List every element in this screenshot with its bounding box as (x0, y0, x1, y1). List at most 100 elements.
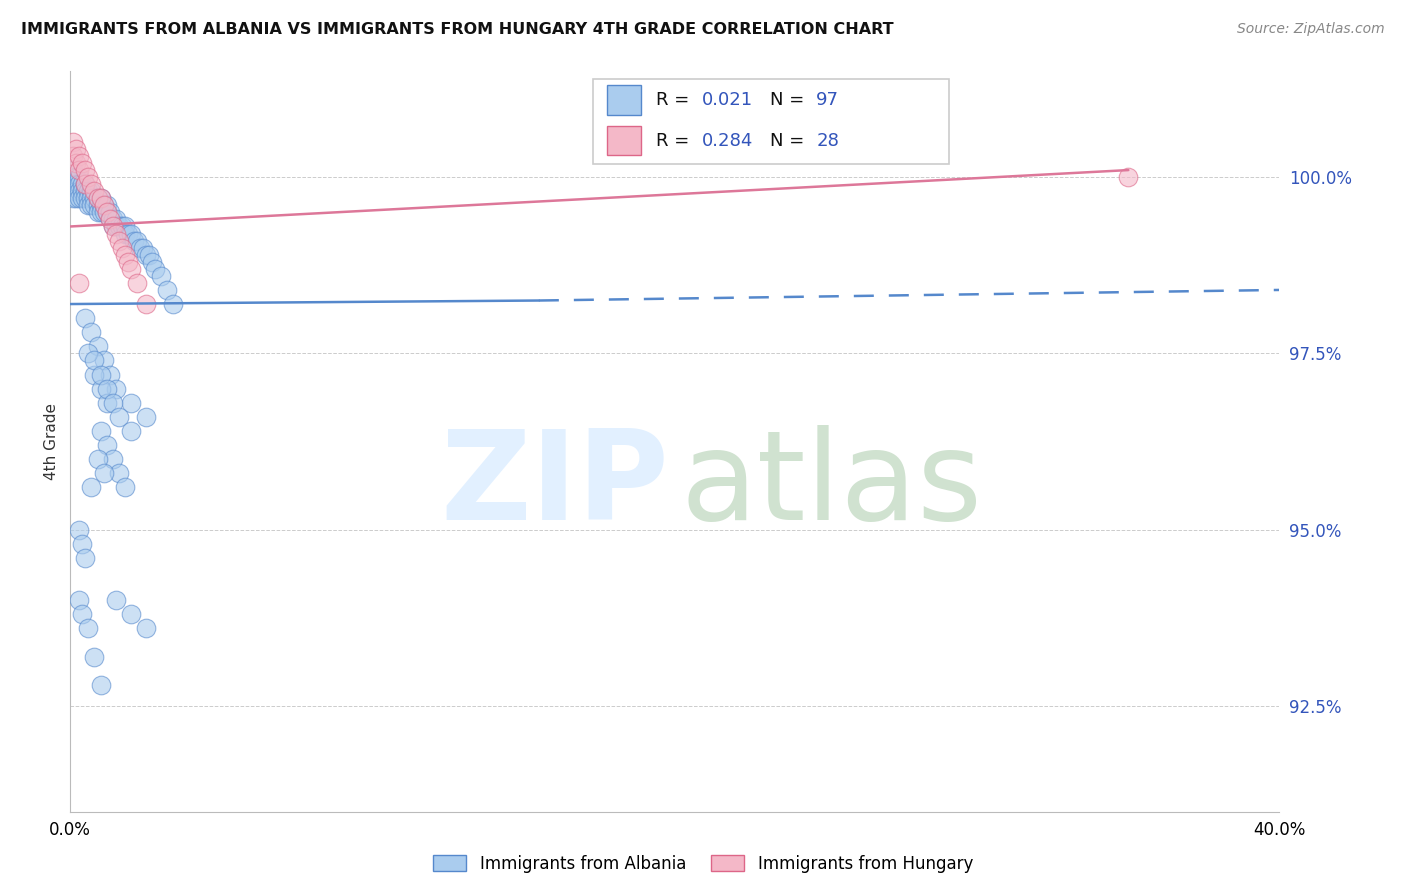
Point (98, 368, 121, 382)
Point (86, 205, 108, 219)
Point (107, 234, 129, 248)
Point (96, 382, 118, 396)
Point (156, 283, 179, 297)
Point (80, 184, 103, 198)
Point (93, 205, 115, 219)
Point (120, 396, 142, 410)
Point (117, 227, 139, 241)
Point (77, 191, 100, 205)
Point (135, 409, 157, 424)
Point (75, 550, 97, 565)
Point (86, 191, 108, 205)
Point (114, 248, 136, 262)
Point (75, 184, 97, 198)
Point (90, 368, 111, 382)
Point (67, 163, 90, 178)
Point (125, 276, 148, 290)
Text: 28: 28 (817, 132, 839, 150)
Point (80, 325, 103, 339)
Point (122, 234, 145, 248)
Point (1116, 170, 1139, 185)
Point (67, 276, 90, 290)
Point (65, 191, 87, 205)
Point (65, 156, 87, 170)
Point (125, 234, 148, 248)
Text: 97: 97 (817, 91, 839, 109)
Point (83, 198, 105, 212)
Point (120, 607, 142, 622)
Point (90, 678, 111, 692)
Point (90, 198, 111, 212)
Point (96, 198, 118, 212)
Point (72, 607, 94, 622)
Point (114, 227, 136, 241)
Point (104, 382, 127, 396)
Text: atlas: atlas (681, 425, 983, 547)
Point (90, 382, 111, 396)
Point (111, 219, 134, 234)
Point (162, 297, 184, 311)
Point (101, 219, 124, 234)
Point (135, 621, 157, 635)
Text: IMMIGRANTS FROM ALBANIA VS IMMIGRANTS FROM HUNGARY 4TH GRADE CORRELATION CHART: IMMIGRANTS FROM ALBANIA VS IMMIGRANTS FR… (21, 22, 894, 37)
Point (107, 467, 129, 481)
Text: 0.021: 0.021 (702, 91, 752, 109)
Point (117, 254, 139, 268)
Point (77, 184, 100, 198)
Point (132, 241, 155, 255)
Point (98, 205, 121, 219)
Point (83, 368, 105, 382)
Point (75, 177, 97, 191)
Point (62, 184, 84, 198)
Point (72, 184, 94, 198)
Point (104, 593, 127, 607)
Point (93, 353, 115, 368)
Point (96, 205, 118, 219)
Point (72, 177, 94, 191)
Point (67, 170, 90, 185)
Text: Source: ZipAtlas.com: Source: ZipAtlas.com (1237, 22, 1385, 37)
Text: R =: R = (655, 132, 695, 150)
Point (104, 212, 127, 227)
Point (75, 311, 97, 326)
Point (67, 184, 90, 198)
Point (83, 353, 105, 368)
Point (96, 396, 118, 410)
Legend: Immigrants from Albania, Immigrants from Hungary: Immigrants from Albania, Immigrants from… (426, 848, 980, 880)
Text: 0.284: 0.284 (702, 132, 752, 150)
Point (80, 480, 103, 494)
Point (101, 396, 124, 410)
Point (80, 177, 103, 191)
Point (96, 205, 118, 219)
Point (143, 261, 166, 276)
FancyBboxPatch shape (607, 126, 641, 155)
Point (93, 198, 115, 212)
Point (77, 346, 100, 360)
Point (101, 452, 124, 467)
Point (120, 227, 142, 241)
Point (93, 198, 115, 212)
Point (75, 191, 97, 205)
Point (135, 248, 157, 262)
Point (67, 191, 90, 205)
Point (77, 198, 100, 212)
Point (96, 438, 118, 452)
Point (75, 163, 97, 178)
Point (104, 227, 127, 241)
FancyBboxPatch shape (607, 85, 641, 114)
FancyBboxPatch shape (593, 78, 949, 164)
Point (62, 177, 84, 191)
Point (72, 537, 94, 551)
Point (86, 198, 108, 212)
Point (65, 170, 87, 185)
Point (93, 467, 115, 481)
Point (107, 219, 129, 234)
Point (120, 261, 142, 276)
Point (77, 621, 100, 635)
Point (80, 198, 103, 212)
Point (67, 177, 90, 191)
Text: ZIP: ZIP (440, 425, 669, 547)
Point (67, 523, 90, 537)
Point (67, 149, 90, 163)
Text: R =: R = (655, 91, 695, 109)
